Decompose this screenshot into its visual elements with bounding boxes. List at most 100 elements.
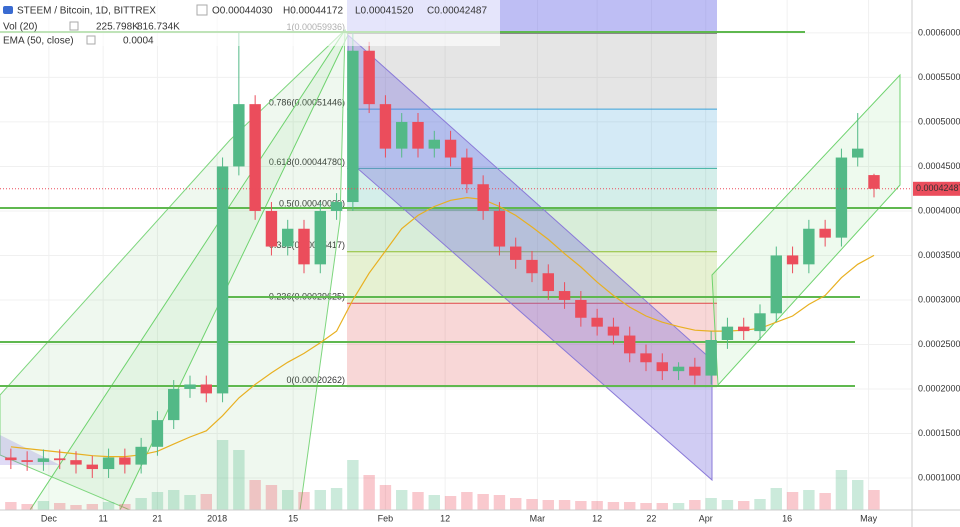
volume	[5, 440, 880, 510]
volume-bar	[738, 501, 750, 510]
candle-body	[70, 460, 82, 465]
candle-body	[868, 175, 880, 189]
volume-bar	[770, 488, 782, 510]
fib-zones: 1(0.00059936)0.786(0.00051446)0.618(0.00…	[269, 22, 717, 388]
candle-body	[330, 202, 343, 211]
x-tick-label: May	[860, 513, 878, 523]
x-tick-label: 2018	[207, 513, 227, 523]
volume-bar	[396, 490, 408, 510]
candle-body	[852, 148, 864, 158]
ohlc-high: H0.00044172	[283, 6, 343, 17]
volume-bar	[656, 503, 668, 510]
candle-body	[151, 420, 164, 447]
volume-bar	[21, 504, 33, 510]
volume-bar	[868, 490, 880, 510]
fib-label: 0(0.00020262)	[286, 375, 345, 385]
x-tick-label: 21	[152, 513, 162, 523]
candle-body	[672, 366, 685, 372]
toggle[interactable]	[196, 4, 208, 16]
volume-bar	[265, 485, 278, 510]
candle-body	[233, 104, 245, 167]
volume-bar	[314, 490, 326, 510]
volume-bar	[526, 499, 538, 510]
symbol: STEEM / Bitcoin, 1D, BITTREX	[17, 6, 156, 17]
candle-body	[689, 366, 701, 376]
x-tick-label: 11	[98, 513, 107, 523]
toggle[interactable]	[69, 21, 79, 31]
volume-bar	[803, 490, 815, 510]
volume-bar	[607, 502, 620, 510]
volume-bar	[54, 503, 66, 510]
candle-body	[607, 326, 620, 336]
x-tick-label: 15	[288, 513, 298, 523]
volume-bar	[786, 492, 799, 510]
toggle[interactable]	[86, 35, 96, 45]
volume-bar	[575, 501, 587, 510]
legend-bg	[0, 0, 500, 46]
volume-bar	[119, 504, 131, 510]
volume-bar	[689, 500, 701, 510]
volume-bar	[428, 495, 440, 510]
symbol-icon	[3, 6, 13, 14]
candle-body	[656, 362, 668, 372]
fib-label: 0.618(0.00044780)	[269, 157, 345, 167]
volume-bar	[70, 505, 82, 510]
x-tick-label: 12	[440, 513, 450, 523]
candle-body	[705, 340, 717, 376]
candles	[5, 32, 880, 478]
volume-bar	[135, 498, 147, 510]
candle-body	[282, 228, 294, 247]
vol-value: 225.798K	[96, 22, 139, 33]
x-tick-label: Dec	[41, 513, 58, 523]
volume-bar	[216, 440, 229, 510]
candle-body	[754, 313, 766, 332]
candle-body	[819, 228, 831, 238]
volume-bar	[298, 492, 310, 510]
volume-bar	[624, 502, 636, 510]
fib-zone	[347, 210, 717, 252]
volume-bar	[819, 493, 831, 510]
volume-bar	[705, 498, 717, 510]
candle-body	[102, 457, 115, 470]
volume-bar	[102, 502, 115, 510]
volume-bar	[37, 501, 50, 510]
volume-bar	[86, 504, 98, 510]
candle-body	[119, 457, 131, 465]
ohlc-close: C0.00042487	[427, 6, 487, 17]
candle-body	[216, 166, 229, 394]
candle-body	[835, 157, 848, 238]
candle-body	[265, 210, 278, 247]
vol-label: Vol (20)	[3, 22, 37, 33]
candle-body	[558, 291, 571, 300]
candle-body	[5, 457, 17, 461]
x-tick-label: Apr	[699, 513, 713, 523]
volume-bar	[542, 500, 554, 510]
fib-zone	[347, 303, 717, 387]
fib-zone	[347, 33, 717, 110]
candle-body	[396, 121, 408, 149]
candle-body	[770, 255, 782, 314]
last-price-label: 0.00042487	[916, 183, 960, 193]
volume-bar	[461, 492, 473, 510]
volume-bar	[754, 499, 766, 510]
candle-body	[640, 353, 652, 363]
volume-bar	[412, 492, 424, 510]
candle-body	[347, 50, 359, 203]
ohlc-low: L0.00041520	[355, 6, 414, 17]
candle-body	[184, 384, 196, 389]
candle-body	[786, 255, 799, 265]
candle-body	[412, 121, 424, 149]
candle-body	[21, 460, 33, 462]
volume-bar	[184, 495, 196, 510]
volume-bar	[233, 450, 245, 510]
candle-body	[526, 259, 538, 274]
